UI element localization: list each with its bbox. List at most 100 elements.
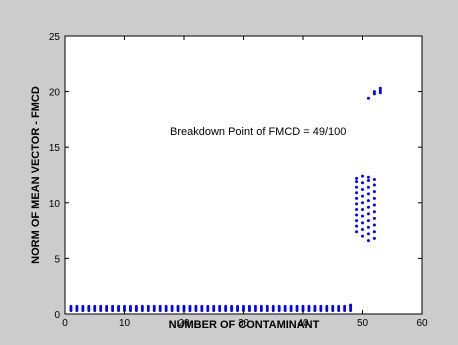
data-point bbox=[105, 304, 109, 308]
data-point bbox=[372, 92, 376, 96]
data-point bbox=[372, 177, 376, 181]
breakdown-annotation: Breakdown Point of FMCD = 49/100 bbox=[170, 126, 346, 138]
axes: 0 10 20 30 40 50 60 0 5 10 15 20 25 bbox=[49, 32, 428, 329]
data-point bbox=[325, 304, 329, 308]
data-point bbox=[366, 185, 370, 189]
data-point bbox=[87, 304, 91, 308]
data-point bbox=[366, 239, 370, 243]
data-point bbox=[271, 304, 275, 308]
data-point bbox=[135, 304, 138, 308]
data-point bbox=[69, 304, 73, 308]
data-point bbox=[355, 230, 359, 234]
data-point bbox=[372, 210, 376, 214]
data-point bbox=[248, 304, 251, 308]
data-point bbox=[307, 304, 311, 308]
data-point bbox=[117, 304, 120, 308]
data-point bbox=[123, 304, 126, 308]
data-point bbox=[361, 214, 364, 218]
data-point bbox=[366, 175, 370, 179]
data-point bbox=[372, 230, 376, 234]
data-point bbox=[366, 192, 370, 196]
data-point bbox=[152, 304, 156, 308]
data-point bbox=[355, 207, 359, 211]
data-point bbox=[361, 194, 364, 198]
data-point bbox=[372, 203, 376, 207]
y-tick-label: 0 bbox=[54, 310, 60, 321]
data-point bbox=[289, 304, 293, 308]
x-axis-title: NUMBER OF CONTAMINANT bbox=[169, 319, 320, 331]
data-point bbox=[230, 304, 234, 308]
data-point bbox=[301, 304, 305, 308]
data-point bbox=[361, 221, 364, 225]
data-point bbox=[111, 304, 114, 308]
data-point bbox=[170, 304, 174, 308]
plot-area bbox=[65, 36, 422, 314]
data-point bbox=[319, 304, 323, 308]
data-point bbox=[158, 304, 162, 308]
data-point bbox=[355, 191, 359, 195]
x-tick-label: 40 bbox=[297, 318, 309, 329]
y-tick-label: 15 bbox=[49, 143, 61, 154]
y-tick-label: 25 bbox=[49, 32, 61, 43]
data-point bbox=[337, 304, 341, 308]
data-point bbox=[366, 179, 370, 183]
data-point bbox=[366, 199, 370, 203]
data-point bbox=[372, 190, 376, 194]
data-point bbox=[355, 185, 359, 189]
data-point bbox=[355, 176, 359, 180]
data-point bbox=[361, 181, 364, 185]
data-point bbox=[372, 236, 376, 240]
data-point bbox=[265, 304, 269, 308]
data-point bbox=[343, 304, 347, 308]
data-point bbox=[366, 225, 370, 229]
data-point bbox=[372, 90, 376, 94]
data-point bbox=[236, 304, 239, 308]
data-point bbox=[372, 223, 376, 227]
data-point bbox=[176, 304, 180, 308]
data-point bbox=[355, 196, 359, 200]
data-point bbox=[355, 224, 359, 228]
data-point bbox=[366, 219, 370, 223]
y-tick-label: 5 bbox=[54, 254, 60, 265]
data-point bbox=[218, 304, 222, 308]
data-point bbox=[212, 304, 216, 308]
data-point bbox=[140, 304, 144, 308]
data-point bbox=[224, 304, 228, 308]
data-point bbox=[361, 174, 364, 178]
data-point bbox=[93, 304, 97, 308]
data-marks bbox=[69, 86, 382, 313]
data-point bbox=[366, 212, 370, 216]
data-point bbox=[313, 304, 317, 308]
data-point bbox=[361, 207, 364, 211]
data-point bbox=[372, 183, 376, 187]
y-tick-label: 10 bbox=[49, 199, 61, 210]
data-point bbox=[283, 304, 287, 308]
data-point bbox=[182, 304, 186, 308]
data-point bbox=[81, 304, 85, 308]
data-point bbox=[277, 304, 281, 308]
data-point bbox=[361, 227, 364, 231]
x-tick-label: 20 bbox=[178, 318, 190, 329]
x-tick-label: 60 bbox=[416, 318, 428, 329]
data-point bbox=[378, 86, 382, 90]
data-point bbox=[164, 304, 168, 308]
data-point bbox=[372, 196, 376, 200]
data-point bbox=[361, 201, 364, 205]
data-point bbox=[361, 234, 364, 238]
data-point bbox=[361, 187, 364, 191]
data-point bbox=[355, 213, 359, 217]
data-point bbox=[75, 304, 79, 308]
data-point bbox=[366, 96, 370, 100]
data-point bbox=[242, 304, 245, 308]
data-point bbox=[366, 232, 370, 236]
data-point bbox=[200, 304, 204, 308]
data-point bbox=[99, 304, 103, 308]
x-tick-label: 30 bbox=[238, 318, 250, 329]
data-point bbox=[206, 304, 210, 308]
data-point bbox=[355, 202, 359, 206]
y-axis-title: NORM OF MEAN VECTOR - FMCD bbox=[30, 86, 42, 264]
data-point bbox=[254, 304, 257, 308]
data-point bbox=[188, 304, 192, 308]
data-point bbox=[372, 216, 376, 220]
